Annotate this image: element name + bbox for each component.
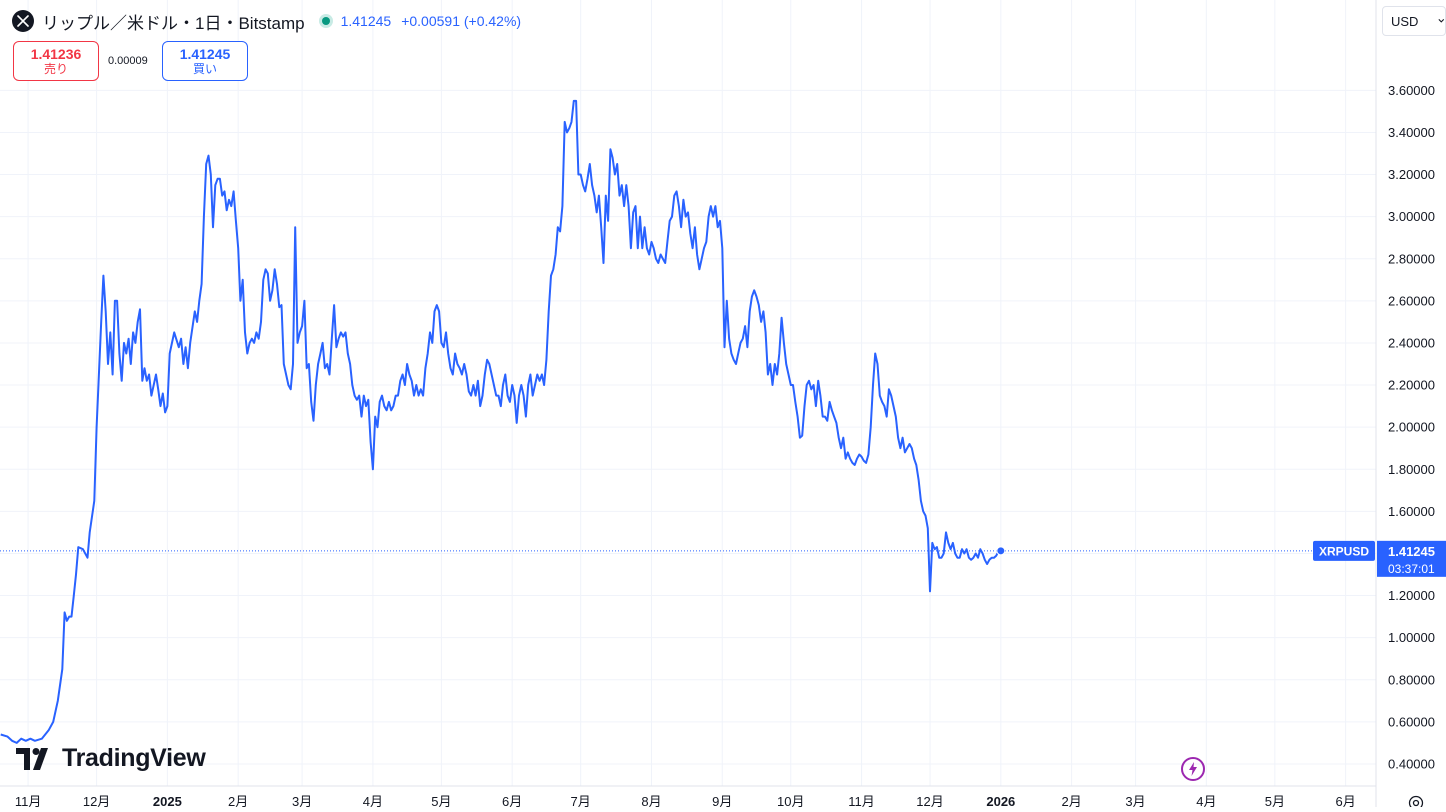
buy-button[interactable]: 1.41245 買い (162, 41, 248, 81)
x-tick-label: 7月 (571, 794, 591, 807)
y-tick-label: 2.20000 (1388, 378, 1435, 393)
y-tick-label: 3.60000 (1388, 83, 1435, 98)
x-tick-label: 3月 (292, 794, 312, 807)
x-tick-label: 2月 (1062, 794, 1082, 807)
header-price-change: +0.00591 (+0.42%) (401, 13, 522, 29)
x-tick-label: 2026 (986, 794, 1015, 807)
time-axis[interactable]: 11月 12月 2025 2月 3月 4月 5月 6月 7月 8月 9月 10月 11月 12月 2026 2… (15, 794, 1356, 807)
x-tick-label: 8月 (641, 794, 661, 807)
currency-selector[interactable]: USD (1382, 6, 1446, 36)
last-price-dot (996, 546, 1006, 556)
price-series-line (0, 99, 1002, 744)
symbol-header: リップル／米ドル・1日・Bitstamp 1.41245 +0.00591 (+… (12, 8, 521, 34)
x-tick-label: 11月 (848, 794, 875, 807)
y-tick-label: 2.80000 (1388, 251, 1435, 266)
y-tick-label: 3.20000 (1388, 167, 1435, 182)
last-price-tags: XRPUSD 1.41245 03:37:01 (1313, 540, 1446, 577)
y-tick-label: 1.00000 (1388, 630, 1435, 645)
tradingview-logo[interactable]: TradingView (16, 744, 206, 773)
symbol-title[interactable]: リップル／米ドル・1日・Bitstamp (42, 13, 305, 33)
x-tick-label: 6月 (502, 794, 522, 807)
xrp-logo-icon (12, 10, 34, 32)
live-status-icon (318, 14, 333, 28)
x-tick-label: 2025 (153, 794, 182, 807)
tradingview-wordmark: TradingView (62, 744, 206, 772)
y-tick-label: 1.20000 (1388, 588, 1435, 603)
x-tick-label: 4月 (1196, 794, 1216, 807)
y-tick-label: 0.40000 (1388, 756, 1435, 771)
lightning-icon[interactable] (1181, 757, 1205, 781)
x-tick-label: 10月 (777, 794, 804, 807)
bar-countdown-label: 03:37:01 (1388, 562, 1435, 576)
buy-label: 買い (192, 62, 217, 76)
chevron-down-icon (1438, 18, 1445, 23)
y-tick-label: 0.60000 (1388, 714, 1435, 729)
series-name-tag (1313, 540, 1375, 561)
spread-value: 0.00009 (108, 55, 148, 67)
x-tick-label: 4月 (363, 794, 383, 807)
last-price-label: 1.41245 (1388, 544, 1435, 559)
y-tick-label: 1.80000 (1388, 462, 1435, 477)
currency-label: USD (1391, 13, 1419, 29)
x-tick-label: 11月 (15, 794, 42, 807)
sell-price: 1.41236 (30, 46, 82, 62)
sell-button[interactable]: 1.41236 売り (13, 41, 99, 81)
x-tick-label: 9月 (712, 794, 732, 807)
sell-label: 売り (43, 62, 68, 76)
header-last-price: 1.41245 (340, 13, 392, 29)
tradingview-logo-icon (16, 747, 48, 770)
y-tick-label: 2.60000 (1388, 293, 1435, 308)
x-tick-label: 3月 (1125, 794, 1145, 807)
chart-grid (0, 0, 1376, 786)
x-tick-label: 12月 (83, 794, 110, 807)
x-tick-label: 2月 (228, 794, 248, 807)
y-tick-label: 3.40000 (1388, 125, 1435, 140)
x-tick-label: 12月 (916, 794, 943, 807)
y-tick-label: 2.00000 (1388, 420, 1435, 435)
settings-icon[interactable] (1407, 794, 1425, 812)
y-tick-label: 2.40000 (1388, 335, 1435, 350)
x-tick-label: 6月 (1336, 794, 1356, 807)
x-tick-label: 5月 (431, 794, 451, 807)
price-axis[interactable]: 0.400000.600000.800001.000001.200001.400… (1388, 83, 1435, 772)
buy-price: 1.41245 (179, 46, 231, 62)
series-name-label: XRPUSD (1319, 544, 1369, 558)
y-tick-label: 3.00000 (1388, 209, 1435, 224)
y-tick-label: 1.60000 (1388, 504, 1435, 519)
y-tick-label: 0.80000 (1388, 672, 1435, 687)
x-tick-label: 5月 (1265, 794, 1285, 807)
last-price-tag (1377, 540, 1446, 577)
